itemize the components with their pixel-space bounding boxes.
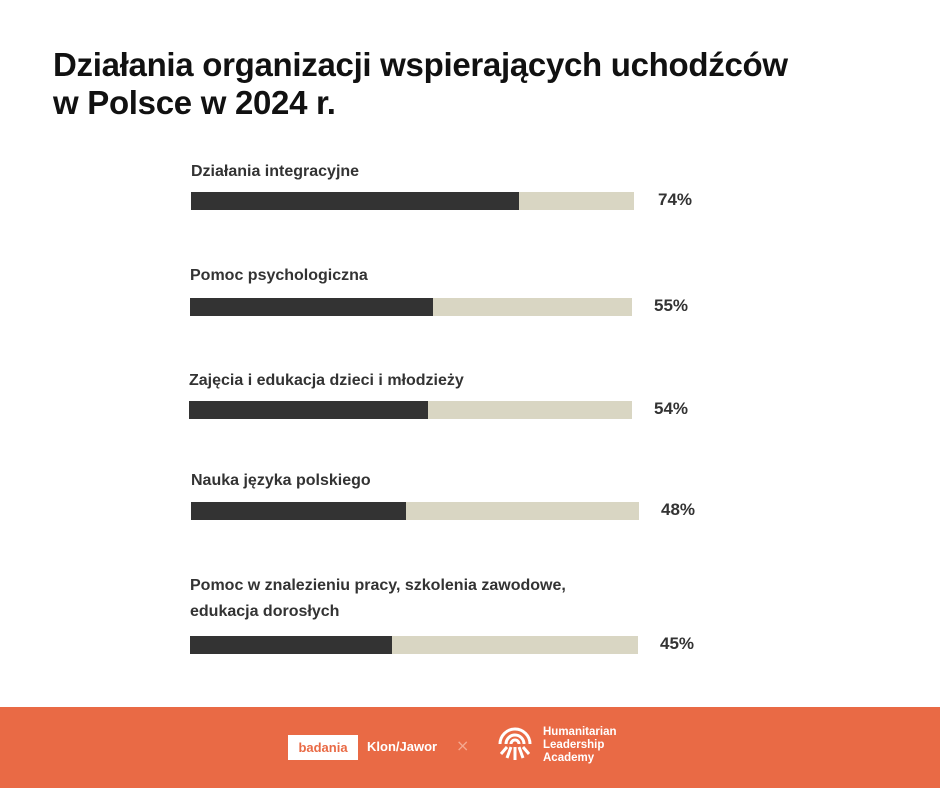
badania-logo: badania <box>288 735 358 760</box>
klon-jawor-logo: Klon/Jawor <box>367 739 438 754</box>
bar <box>191 192 519 210</box>
category-label: edukacja dorosłych <box>190 603 340 620</box>
bar-track <box>191 502 639 520</box>
separator: × <box>456 736 470 755</box>
bar <box>190 298 434 316</box>
title-line-1: Działania organizacji wspierających ucho… <box>53 46 788 83</box>
hla-line: Leadership <box>543 739 605 751</box>
hla-line: Academy <box>543 752 595 764</box>
category-label: Pomoc psychologiczna <box>190 267 368 284</box>
bar-track <box>189 401 632 419</box>
bar <box>190 636 392 654</box>
category-label: Nauka języka polskiego <box>191 472 371 489</box>
hla-logo-text: Humanitarian Leadership Academy <box>543 726 617 765</box>
category-label: Zajęcia i edukacja dzieci i młodzieży <box>189 372 464 389</box>
bar-track <box>190 636 638 654</box>
value-label: 54% <box>654 399 689 418</box>
value-label: 45% <box>660 634 695 653</box>
value-label: 48% <box>661 500 696 519</box>
bar <box>191 502 407 520</box>
value-label: 74% <box>658 190 693 209</box>
category-label: Pomoc w znalezieniu pracy, szkolenia zaw… <box>190 577 566 594</box>
hla-logo-icon <box>498 727 532 760</box>
bar-track <box>191 192 634 210</box>
footer <box>0 707 940 788</box>
hla-line: Humanitarian <box>543 726 617 738</box>
chart-title: Działania organizacji wspierających ucho… <box>53 46 788 122</box>
bar <box>189 401 429 419</box>
value-label: 55% <box>654 296 689 315</box>
bar-track <box>190 298 632 316</box>
title-line-2: w Polsce w 2024 r. <box>53 84 336 121</box>
category-label: Działania integracyjne <box>191 163 360 180</box>
